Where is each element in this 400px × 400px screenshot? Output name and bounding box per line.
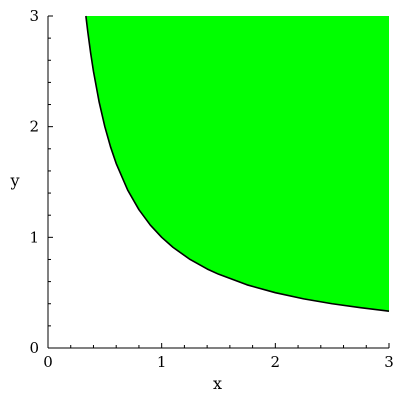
- y-tick-label: 0: [29, 339, 39, 357]
- curve-layer: [85, 15, 390, 312]
- ticks-layer: 0 1 2 3 0 1 2 3: [29, 7, 393, 371]
- y-tick-label: 2: [29, 118, 39, 136]
- boundary-curve: [85, 15, 390, 312]
- x-tick-label: 3: [384, 353, 394, 371]
- y-tick-label: 1: [29, 228, 39, 246]
- x-axis-title: x: [213, 374, 222, 393]
- x-tick-label: 2: [271, 353, 281, 371]
- filled-region-layer: [85, 16, 389, 312]
- x-tick-label: 0: [43, 353, 53, 371]
- y-tick-label: 3: [29, 7, 39, 25]
- y-axis-title: y: [9, 171, 19, 190]
- filled-region: [85, 16, 389, 312]
- x-tick-label: 1: [157, 353, 167, 371]
- axes-layer: [47, 16, 389, 349]
